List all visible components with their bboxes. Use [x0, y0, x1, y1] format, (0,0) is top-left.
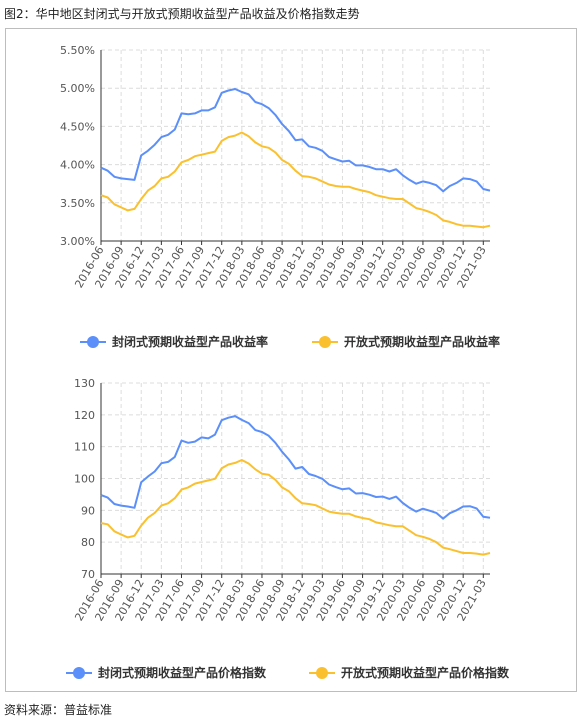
y-tick-label: 5.00% — [60, 82, 95, 95]
legend-label: 开放式预期收益型产品收益率 — [344, 334, 500, 349]
legend-item-closed[interactable]: 封闭式预期收益型产品收益率 — [80, 334, 268, 349]
legend-item-open[interactable]: 开放式预期收益型产品收益率 — [312, 334, 500, 349]
y-tick-label: 4.50% — [60, 120, 95, 133]
legend-marker-icon — [73, 667, 85, 679]
legend-marker-icon — [319, 336, 331, 348]
source-note: 资料来源：普益标准 — [4, 703, 113, 717]
series-line-closed — [100, 88, 491, 193]
y-tick-label: 100 — [74, 473, 95, 486]
y-tick-label: 3.00% — [60, 235, 95, 248]
y-tick-label: 3.50% — [60, 197, 95, 210]
figure-title: 图2：华中地区封闭式与开放式预期收益型产品收益及价格指数走势 — [4, 7, 360, 21]
y-tick-label: 130 — [74, 377, 95, 390]
series-line-open — [100, 131, 491, 229]
series-line-open — [100, 459, 491, 556]
yield-chart: 3.00%3.50%4.00%4.50%5.00%5.50%2016-06201… — [60, 44, 500, 349]
y-tick-label: 110 — [74, 441, 95, 454]
y-tick-label: 5.50% — [60, 44, 95, 57]
legend-marker-icon — [316, 667, 328, 679]
figure-frame — [5, 28, 577, 692]
price-index-chart: 7080901001101201302016-062016-092016-122… — [66, 377, 510, 680]
y-tick-label: 4.00% — [60, 159, 95, 172]
y-tick-label: 90 — [81, 504, 95, 517]
y-tick-label: 80 — [81, 536, 95, 549]
legend-label: 封闭式预期收益型产品价格指数 — [98, 665, 267, 680]
series-line-closed — [100, 415, 491, 520]
legend-label: 封闭式预期收益型产品收益率 — [112, 334, 268, 349]
legend-item-closed[interactable]: 封闭式预期收益型产品价格指数 — [66, 665, 267, 680]
y-tick-label: 120 — [74, 409, 95, 422]
legend-item-open[interactable]: 开放式预期收益型产品价格指数 — [309, 665, 510, 680]
legend-label: 开放式预期收益型产品价格指数 — [341, 665, 510, 680]
legend-marker-icon — [87, 336, 99, 348]
y-tick-label: 70 — [81, 568, 95, 581]
